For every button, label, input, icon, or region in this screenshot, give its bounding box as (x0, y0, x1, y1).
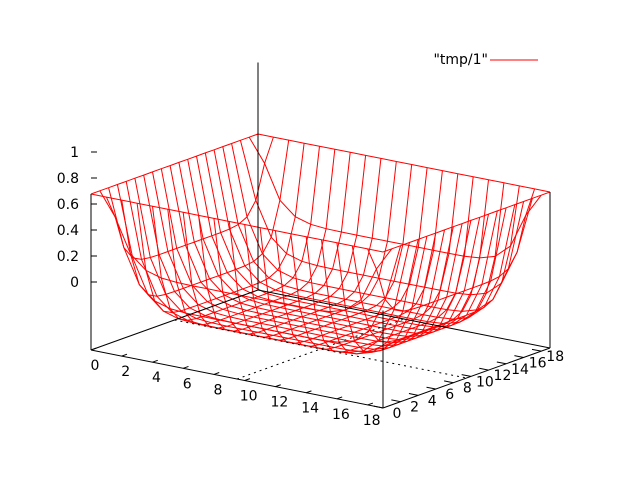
x-axis-ticks: 0 2 4 6 8 10 12 14 16 18 (90, 347, 381, 429)
y-tick-mark (531, 348, 542, 352)
mesh-line-y (382, 191, 551, 253)
z-tick-label: 0.8 (57, 171, 79, 187)
x-tick-label: 2 (121, 364, 130, 380)
y-tick-mark (426, 386, 436, 390)
mesh-line-x (116, 184, 410, 353)
mesh-line-x (169, 165, 463, 341)
z-tick-label: 1 (70, 145, 79, 161)
axis-back-x (257, 289, 551, 349)
x-tick-label: 8 (213, 382, 222, 398)
mesh-line-x (248, 136, 542, 259)
y-tick-mark (391, 399, 401, 403)
legend: "tmp/1" (433, 52, 538, 68)
mesh-line-y (198, 155, 367, 332)
legend-label: "tmp/1" (433, 52, 488, 68)
x-tick-label: 0 (91, 358, 100, 374)
x-tick-label: 6 (183, 376, 192, 392)
x-tick-mark (305, 390, 312, 394)
mesh-line-y (121, 140, 290, 297)
mesh-line-x (108, 187, 402, 343)
y-tick-mark (443, 380, 454, 384)
mesh-line-y (152, 146, 320, 321)
y-tick-label: 4 (428, 393, 437, 409)
axis-right-y (382, 347, 551, 409)
mesh-line-y (213, 158, 382, 335)
y-tick-mark (373, 405, 384, 409)
mesh-line-x (160, 168, 454, 344)
y-tick-mark (408, 393, 419, 396)
mesh-line-x (187, 159, 481, 334)
mesh-line-x (204, 152, 498, 328)
mesh-line-y (351, 185, 520, 343)
mesh-line-x (257, 133, 551, 193)
mesh-line-y (367, 188, 536, 312)
x-tick-mark (275, 384, 281, 388)
mesh-line-x (152, 171, 445, 347)
y-tick-label: 18 (546, 349, 564, 365)
y-axis-ticks: 0 2 4 6 8 10 12 14 16 18 (373, 348, 564, 422)
y-tick-label: 16 (529, 355, 547, 371)
y-tick-mark (514, 355, 524, 358)
y-tick-label: 12 (494, 368, 512, 384)
mesh-line-x (222, 146, 516, 320)
x-tick-mark (121, 353, 128, 357)
mesh-line-y (167, 149, 336, 326)
mesh-line-x (239, 140, 533, 296)
mesh-line-y (321, 179, 489, 355)
z-axis-ticks: 0 0.2 0.4 0.6 0.8 1 (57, 145, 97, 291)
x-tick-label: 4 (152, 370, 161, 386)
y-tick-label: 8 (463, 381, 472, 397)
x-tick-mark (213, 372, 220, 375)
mesh-line-y (136, 143, 305, 314)
x-tick-mark (244, 378, 251, 381)
z-tick-label: 0 (70, 275, 79, 291)
y-tick-label: 10 (476, 374, 494, 390)
x-tick-label: 16 (332, 407, 350, 423)
z-tick-label: 0.6 (57, 197, 79, 213)
mesh-line-y (105, 136, 274, 260)
x-tick-mark (90, 347, 97, 351)
mesh-line-y (90, 133, 259, 195)
surface-mesh (90, 133, 551, 355)
base-dotted-line (174, 319, 467, 379)
mesh-line-x (196, 156, 489, 331)
axes-box (90, 62, 551, 409)
x-tick-mark (367, 402, 374, 406)
x-tick-label: 18 (363, 413, 381, 429)
mesh-line-y (274, 170, 443, 347)
y-tick-label: 2 (410, 400, 419, 416)
y-tick-label: 14 (511, 362, 529, 378)
z-tick-label: 0.4 (57, 223, 79, 239)
x-tick-label: 14 (301, 401, 319, 417)
y-tick-mark (479, 367, 489, 371)
mesh-line-y (290, 173, 459, 350)
y-tick-label: 0 (393, 406, 402, 422)
mesh-line-y (305, 176, 474, 353)
x-tick-mark (336, 396, 343, 400)
mesh-line-x (143, 175, 437, 350)
z-tick-label: 0.2 (57, 249, 79, 265)
mesh-line-x (231, 143, 525, 312)
x-tick-mark (152, 359, 158, 363)
y-tick-label: 6 (445, 387, 454, 403)
x-tick-mark (183, 365, 189, 369)
mesh-line-y (244, 164, 413, 341)
mesh-line-x (125, 181, 419, 355)
y-tick-mark (496, 361, 507, 365)
x-tick-label: 12 (271, 395, 289, 411)
mesh-line-x (213, 149, 507, 325)
y-tick-mark (461, 374, 471, 377)
mesh-line-x (178, 162, 472, 338)
x-tick-label: 10 (240, 389, 258, 405)
